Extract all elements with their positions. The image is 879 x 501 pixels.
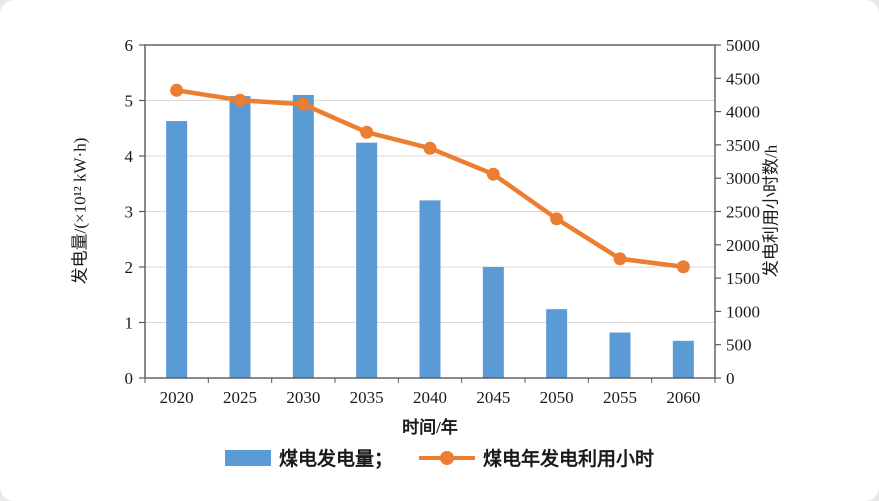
y-axis-label-left: 发电量/(×10¹² kW·h) bbox=[70, 137, 90, 285]
left-tick-label-4: 4 bbox=[125, 147, 134, 166]
right-tick-label-2000: 2000 bbox=[726, 236, 760, 255]
left-tick-label-0: 0 bbox=[125, 369, 134, 388]
line-marker-2060 bbox=[676, 260, 690, 274]
line-marker-2035 bbox=[360, 125, 374, 139]
right-tick-label-3500: 3500 bbox=[726, 136, 760, 155]
chart-legend: 煤电发电量； 煤电年发电利用小时 bbox=[0, 444, 879, 471]
bar-2045 bbox=[482, 267, 504, 378]
bar-2060 bbox=[672, 340, 694, 378]
legend-item-line-series: 煤电年发电利用小时 bbox=[419, 444, 654, 471]
right-tick-label-3000: 3000 bbox=[726, 169, 760, 188]
bar-2020 bbox=[166, 121, 188, 378]
legend-item-bar-series: 煤电发电量； bbox=[224, 444, 393, 471]
legend-bar-swatch-icon bbox=[224, 449, 271, 466]
bar-2030 bbox=[292, 94, 314, 378]
x-tick-label-2025: 2025 bbox=[223, 388, 257, 407]
legend-line-swatch-icon bbox=[419, 450, 475, 466]
x-tick-label-2040: 2040 bbox=[413, 388, 447, 407]
line-marker-2020 bbox=[170, 83, 184, 97]
y-axis-label-right: 发电利用小时数/h bbox=[761, 144, 781, 278]
bar-2035 bbox=[356, 142, 378, 378]
x-tick-label-2055: 2055 bbox=[603, 388, 637, 407]
line-marker-2040 bbox=[423, 141, 437, 155]
right-tick-label-500: 500 bbox=[726, 336, 752, 355]
right-tick-label-2500: 2500 bbox=[726, 203, 760, 222]
line-marker-2050 bbox=[550, 212, 564, 226]
bar-2055 bbox=[609, 332, 631, 378]
bar-2025 bbox=[229, 96, 251, 378]
x-tick-label-2050: 2050 bbox=[540, 388, 574, 407]
left-tick-label-6: 6 bbox=[125, 36, 134, 55]
left-tick-label-3: 3 bbox=[125, 203, 134, 222]
right-tick-label-5000: 5000 bbox=[726, 36, 760, 55]
left-tick-label-5: 5 bbox=[125, 92, 134, 111]
x-tick-label-2035: 2035 bbox=[350, 388, 384, 407]
x-tick-label-2020: 2020 bbox=[160, 388, 194, 407]
right-tick-label-4500: 4500 bbox=[726, 69, 760, 88]
right-tick-label-1000: 1000 bbox=[726, 302, 760, 321]
left-tick-label-1: 1 bbox=[125, 314, 134, 333]
right-tick-label-0: 0 bbox=[726, 369, 735, 388]
left-tick-label-2: 2 bbox=[125, 258, 134, 277]
line-marker-2025 bbox=[233, 93, 247, 107]
x-tick-label-2030: 2030 bbox=[286, 388, 320, 407]
right-tick-label-4000: 4000 bbox=[726, 103, 760, 122]
right-tick-label-1500: 1500 bbox=[726, 269, 760, 288]
bar-2040 bbox=[419, 200, 441, 378]
x-tick-label-2060: 2060 bbox=[666, 388, 700, 407]
x-tick-label-2045: 2045 bbox=[476, 388, 510, 407]
line-marker-2045 bbox=[486, 167, 500, 181]
line-marker-2055 bbox=[613, 252, 627, 266]
legend-line-marker-icon bbox=[440, 450, 454, 465]
bar-2050 bbox=[546, 309, 568, 378]
legend-bar-label: 煤电发电量； bbox=[278, 449, 393, 470]
x-axis-label: 时间/年 bbox=[402, 418, 458, 437]
line-marker-2030 bbox=[296, 97, 310, 111]
legend-line-label: 煤电年发电利用小时 bbox=[483, 449, 655, 470]
